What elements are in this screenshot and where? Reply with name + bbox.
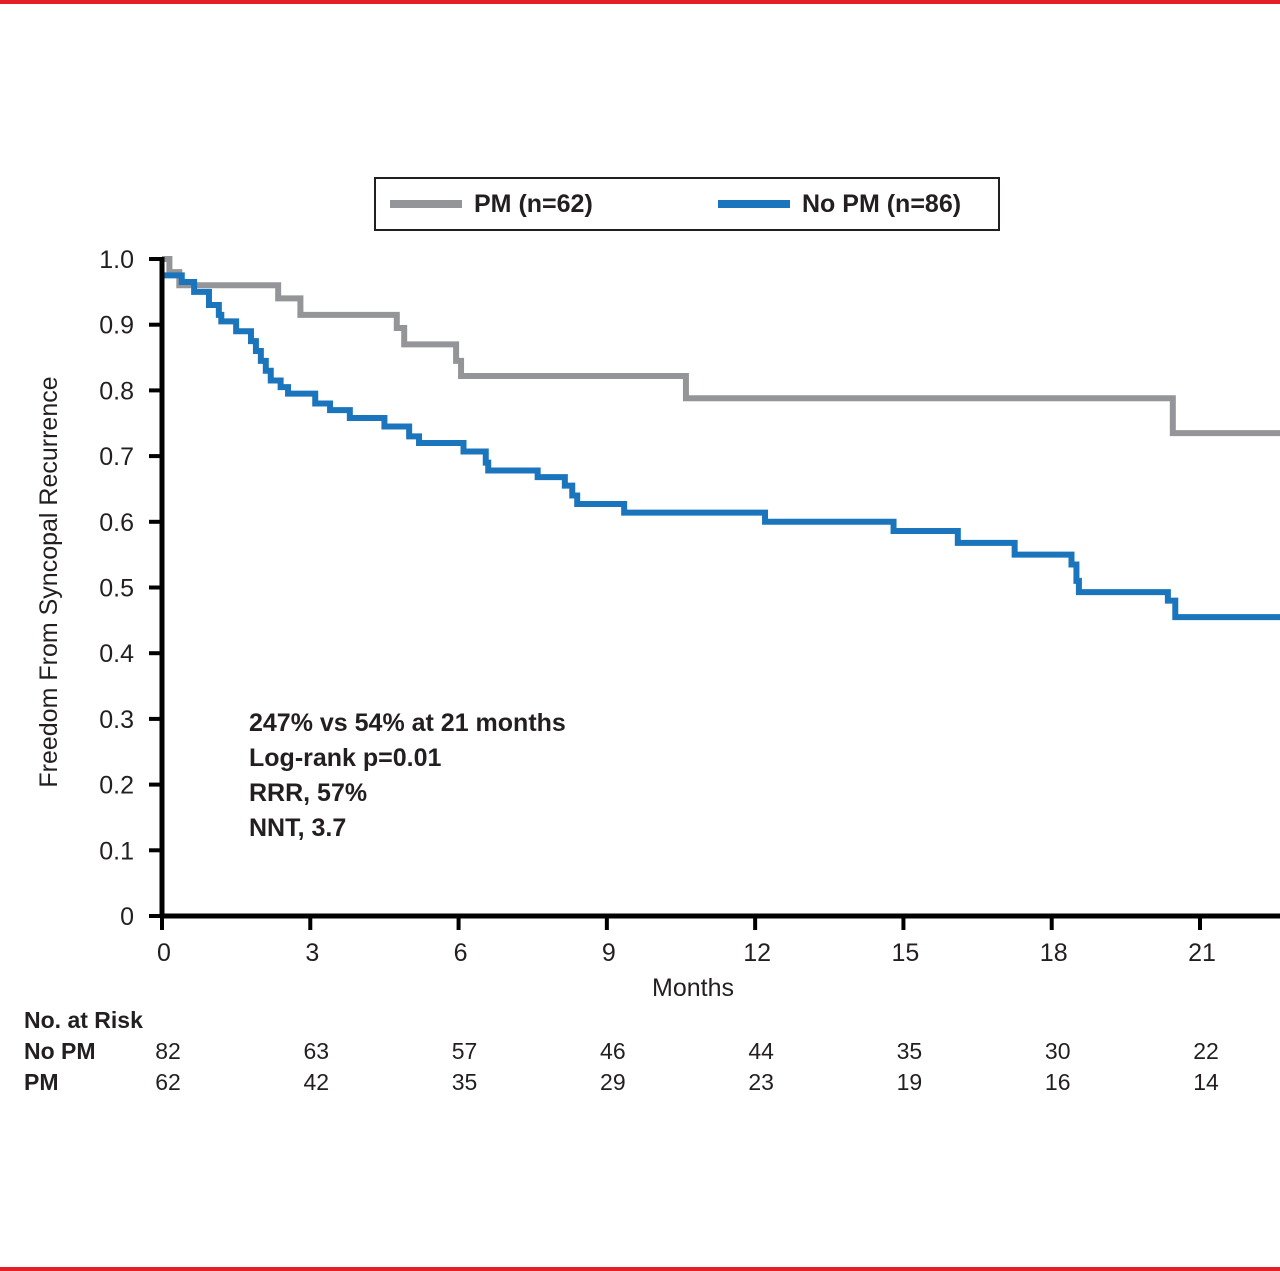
curves-layer — [162, 256, 1280, 621]
risk-value: 14 — [1193, 1069, 1219, 1095]
legend: PM (n=62) No PM (n=86) — [374, 177, 1000, 231]
risk-value: 22 — [1193, 1038, 1219, 1064]
risk-value: 23 — [748, 1069, 774, 1095]
y-tick-label: 0.2 — [99, 772, 134, 800]
annotation-line: RRR, 57% — [249, 779, 368, 807]
risk-value: 42 — [303, 1069, 330, 1095]
x-tick-label: 21 — [1188, 939, 1216, 967]
risk-value: 16 — [1044, 1069, 1071, 1095]
risk-value: 35 — [451, 1069, 478, 1095]
y-tick-label: 0.4 — [99, 640, 134, 668]
y-tick-label: 0.3 — [99, 706, 134, 734]
legend-label-pm: PM (n=62) — [474, 189, 593, 218]
risk-value: 57 — [451, 1038, 478, 1064]
legend-item-no-pm: No PM (n=86) — [718, 179, 961, 229]
statistics-annotation: 247% vs 54% at 21 months Log-rank p=0.01… — [249, 706, 566, 846]
y-axis-label: Freedom From Syncopal Recurrence — [35, 376, 63, 787]
risk-value: 29 — [600, 1069, 626, 1095]
series-line-no-pm — [162, 272, 1280, 621]
legend-swatch-no-pm — [718, 200, 790, 208]
y-tick-label: 0.5 — [99, 575, 134, 603]
risk-value: 19 — [896, 1069, 923, 1095]
annotation-line: NNT, 3.7 — [249, 814, 347, 842]
x-tick-label: 6 — [454, 939, 468, 967]
y-tick-label: 0.6 — [99, 509, 134, 537]
axes-layer — [149, 257, 1280, 930]
tick-labels-layer: 0 0.1 0.2 0.3 0.4 0.5 0.6 0.7 0.8 0.9 1.0 0 3 6 9 12 15 1… — [99, 246, 1216, 967]
risk-value: 35 — [896, 1038, 923, 1064]
legend-swatch-pm — [390, 200, 462, 208]
risk-value: 30 — [1044, 1038, 1071, 1064]
risk-value: 62 — [155, 1069, 181, 1095]
top-accent-bar — [0, 0, 1280, 4]
risk-row-label-no-pm: No PM — [24, 1038, 96, 1064]
bottom-accent-bar — [0, 1267, 1280, 1271]
annotation-line: Log-rank p=0.01 — [249, 744, 442, 772]
risk-value: 82 — [155, 1038, 181, 1064]
risk-table-title: No. at Risk — [24, 1007, 143, 1033]
x-tick-label: 9 — [602, 939, 616, 967]
y-tick-label: 0.1 — [99, 837, 134, 865]
y-tick-label: 0.8 — [99, 377, 134, 405]
y-tick-label: 0 — [120, 903, 134, 931]
risk-value: 63 — [303, 1038, 330, 1064]
risk-value: 44 — [748, 1038, 774, 1064]
y-tick-label: 1.0 — [99, 246, 134, 274]
x-tick-label: 3 — [305, 939, 319, 967]
annotation-line: 247% vs 54% at 21 months — [249, 709, 566, 737]
x-tick-label: 15 — [892, 939, 920, 967]
y-tick-label: 0.7 — [99, 443, 134, 471]
x-tick-label: 0 — [157, 939, 171, 967]
legend-item-pm: PM (n=62) — [390, 179, 593, 229]
x-axis-label: Months — [652, 974, 734, 1002]
risk-value: 46 — [600, 1038, 626, 1064]
y-tick-label: 0.9 — [99, 312, 134, 340]
risk-row-label-pm: PM — [24, 1069, 59, 1095]
x-tick-label: 18 — [1040, 939, 1068, 967]
legend-label-no-pm: No PM (n=86) — [802, 189, 962, 218]
x-tick-label: 12 — [743, 939, 771, 967]
